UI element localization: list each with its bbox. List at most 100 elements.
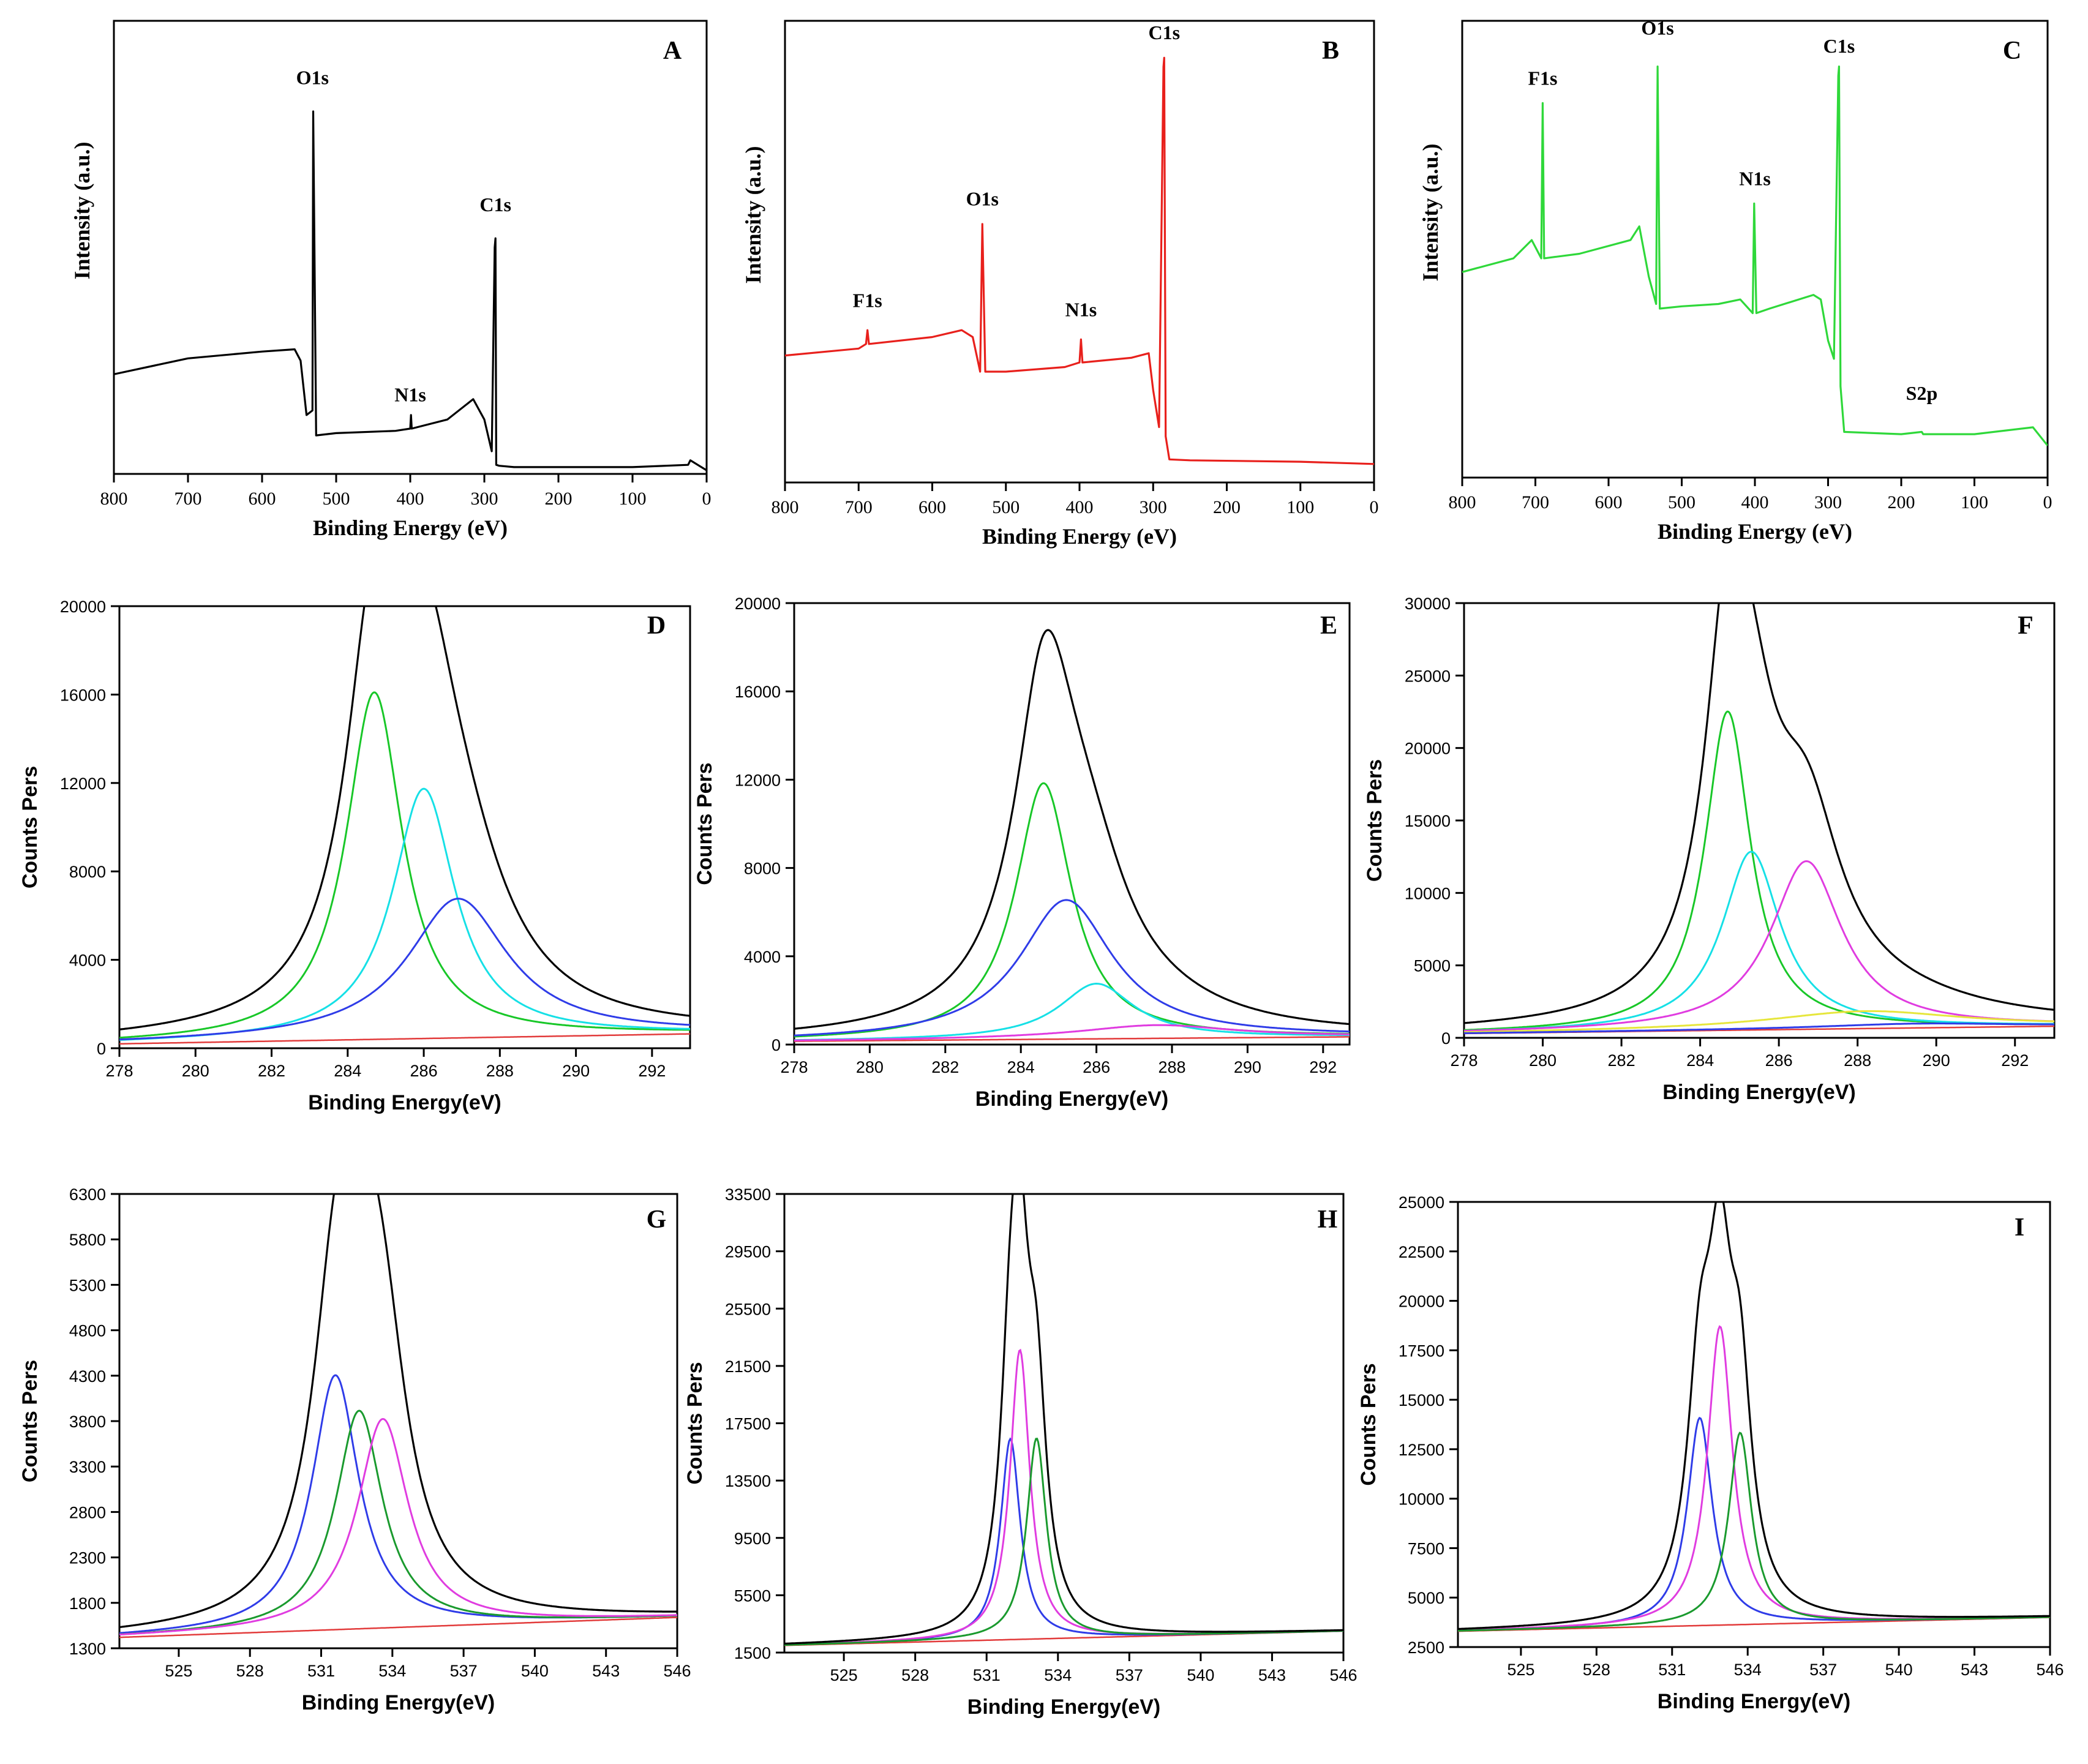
plot-frame [1457, 1201, 2051, 1648]
x-tick-label: 531 [973, 1666, 1001, 1684]
fit-component [119, 1374, 677, 1634]
fit-component [119, 1417, 677, 1636]
x-tick-label: 531 [307, 1662, 335, 1680]
y-tick-label: 20000 [1399, 1293, 1444, 1311]
x-tick-label: 0 [1370, 497, 1379, 517]
background-line [794, 1036, 1350, 1042]
y-tick-label: 20000 [735, 595, 781, 613]
x-tick-label: 284 [334, 1062, 361, 1080]
fit-component [1458, 1432, 2050, 1632]
y-tick-label: 10000 [1405, 884, 1451, 903]
survey-spectrum [114, 110, 707, 471]
fit-component [794, 782, 1350, 1038]
y-tick-label: 1800 [69, 1594, 106, 1613]
x-tick-label: 531 [1658, 1661, 1686, 1679]
y-tick-label: 4300 [69, 1367, 106, 1386]
y-tick-label: 4000 [744, 948, 781, 966]
panel-i: 525 528 531 534 537 540 543 546 2500 5000 7500 1000… [1357, 1193, 2064, 1713]
y-tick-label: 12000 [60, 775, 106, 793]
y-tick-label: 2300 [69, 1549, 106, 1567]
x-tick-label: 0 [702, 489, 712, 509]
x-tick-label: 400 [1066, 497, 1094, 517]
x-tick-label: 200 [1213, 497, 1241, 517]
x-tick-label: 525 [830, 1666, 858, 1684]
x-tick-label: 543 [592, 1662, 620, 1680]
panel-h: 525 528 531 534 537 540 543 546 1500 5500 9500 1350… [683, 1185, 1358, 1719]
plot-area [114, 110, 707, 471]
plot-area [785, 56, 1374, 465]
fit-component [1464, 1010, 2054, 1034]
fit-component [794, 899, 1350, 1037]
x-tick-label: 280 [1529, 1051, 1557, 1070]
fit-component [1464, 850, 2054, 1032]
x-tick-label: 290 [1923, 1051, 1950, 1070]
fit-envelope [119, 1194, 677, 1629]
peak-label-f1s: F1s [853, 289, 882, 311]
plot-frame [793, 602, 1351, 1046]
x-tick-label: 500 [323, 489, 350, 509]
panel-letter: H [1318, 1206, 1338, 1234]
y-tick-label: 16000 [735, 683, 781, 701]
x-axis-title: Binding Energy (eV) [982, 524, 1177, 549]
x-tick-label: 540 [1885, 1661, 1913, 1679]
plot-frame [118, 605, 691, 1049]
y-tick-label: 30000 [1405, 595, 1451, 613]
fit-component [1464, 710, 2054, 1031]
y-tick-label: 5000 [1414, 957, 1451, 975]
y-axis-title: Counts Pers [1357, 1363, 1380, 1485]
y-axis-title: Counts Pers [18, 766, 42, 888]
x-tick-label: 282 [258, 1062, 285, 1080]
y-tick-label: 29500 [725, 1243, 771, 1261]
x-tick-label: 528 [901, 1666, 929, 1684]
y-tick-label: 5800 [69, 1231, 106, 1249]
panel-g: 525 528 531 534 537 540 543 546 1300 1800 2300 2800… [18, 1185, 691, 1714]
x-tick-label: 100 [619, 489, 647, 509]
y-tick-label: 5300 [69, 1276, 106, 1294]
x-tick-label: 700 [175, 489, 202, 509]
y-tick-label: 9500 [734, 1529, 771, 1548]
x-tick-label: 700 [1522, 492, 1549, 512]
x-axis-title: Binding Energy(eV) [302, 1691, 495, 1714]
y-axis-title: Intensity (a.u.) [70, 141, 94, 279]
y-tick-label: 20000 [60, 598, 106, 616]
y-tick-label: 25500 [725, 1300, 771, 1318]
y-tick-label: 13500 [725, 1472, 771, 1490]
x-tick-label: 546 [2036, 1661, 2064, 1679]
panel-letter: C [2003, 37, 2021, 65]
plot-frame [1463, 602, 2056, 1039]
y-tick-label: 6300 [69, 1185, 106, 1204]
y-tick-label: 2800 [69, 1503, 106, 1522]
x-tick-label: 537 [450, 1662, 478, 1680]
x-axis-title: Binding Energy (eV) [313, 516, 508, 540]
x-tick-label: 800 [100, 489, 128, 509]
x-tick-label: 528 [236, 1662, 264, 1680]
y-tick-label: 5500 [734, 1586, 771, 1605]
y-tick-label: 25000 [1399, 1193, 1444, 1212]
plot-area [119, 606, 690, 1045]
survey-spectrum [1462, 65, 2048, 446]
x-tick-label: 288 [486, 1062, 514, 1080]
panel-letter: F [2018, 612, 2034, 640]
plot-area [794, 629, 1350, 1042]
y-tick-label: 1300 [69, 1640, 106, 1658]
x-tick-label: 534 [1044, 1666, 1072, 1684]
x-tick-label: 286 [1083, 1058, 1110, 1076]
y-tick-label: 0 [1441, 1029, 1451, 1048]
peak-label-n1s: N1s [1065, 299, 1097, 321]
panel-letter: A [663, 37, 682, 65]
x-tick-label: 292 [2001, 1051, 2029, 1070]
x-tick-label: 600 [1595, 492, 1623, 512]
y-tick-label: 0 [772, 1036, 781, 1054]
x-tick-label: 284 [1686, 1051, 1714, 1070]
x-tick-label: 525 [165, 1662, 192, 1680]
x-tick-label: 0 [2043, 492, 2052, 512]
peak-label-c1s: C1s [1149, 21, 1181, 43]
y-tick-label: 15000 [1405, 812, 1451, 830]
y-tick-label: 8000 [69, 863, 106, 881]
x-tick-label: 100 [1286, 497, 1314, 517]
x-axis-title: Binding Energy(eV) [967, 1695, 1160, 1719]
x-tick-label: 300 [1140, 497, 1167, 517]
plot-frame [783, 1193, 1345, 1654]
y-tick-label: 15000 [1399, 1391, 1444, 1409]
